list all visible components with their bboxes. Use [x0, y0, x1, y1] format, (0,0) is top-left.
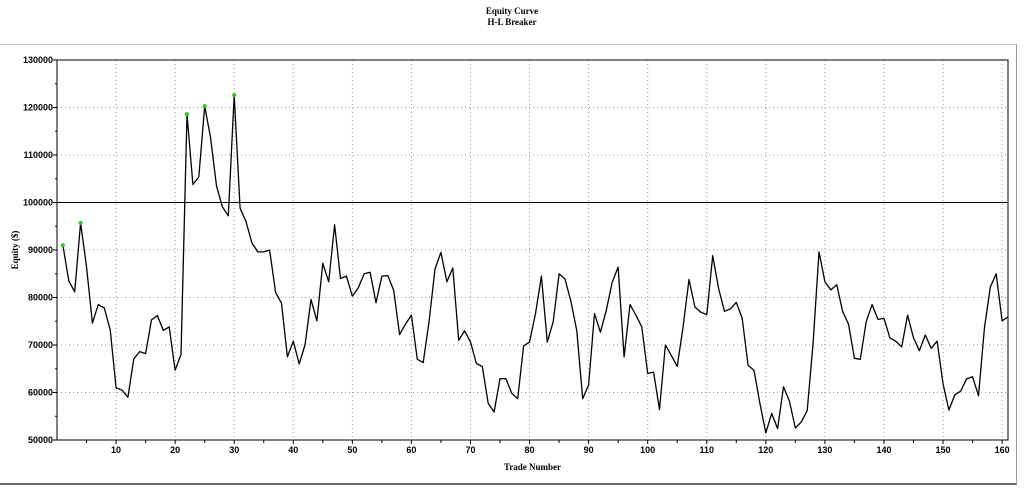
series-line-layer — [62, 94, 1009, 434]
new-high-marker — [60, 243, 65, 248]
chart-frame — [0, 44, 1017, 485]
x-tick-label: 10 — [111, 445, 121, 455]
chart-title: Equity Curve — [485, 6, 539, 16]
y-axis-label: Equity ($) — [10, 231, 20, 270]
x-tick-label: 50 — [347, 445, 357, 455]
x-tick-label: 100 — [640, 445, 655, 455]
y-tick-label: 80000 — [28, 293, 53, 303]
x-tick-label: 20 — [170, 445, 180, 455]
x-tick-label: 130 — [817, 445, 832, 455]
new-high-marker — [202, 104, 207, 109]
y-tick-label: 100000 — [23, 198, 53, 208]
x-tick-label: 30 — [229, 445, 239, 455]
chart-titles: Equity Curve H-L Breaker — [0, 6, 1024, 28]
x-tick-label: 90 — [584, 445, 594, 455]
chart-subtitle: H-L Breaker — [487, 17, 537, 27]
x-tick-label: 70 — [465, 445, 475, 455]
equity-series-line — [62, 94, 1009, 434]
y-tick-label: 70000 — [28, 340, 53, 350]
y-tick-label: 120000 — [23, 103, 53, 113]
axis-layer — [53, 59, 1009, 444]
marker-layer — [60, 93, 237, 248]
x-tick-label: 40 — [288, 445, 298, 455]
x-tick-label: 140 — [876, 445, 891, 455]
x-tick-label: 160 — [995, 445, 1010, 455]
y-tick-label: 130000 — [23, 55, 53, 65]
x-tick-label: 120 — [758, 445, 773, 455]
y-tick-label: 110000 — [23, 150, 53, 160]
x-tick-label: 150 — [936, 445, 951, 455]
y-tick-label: 50000 — [28, 435, 53, 445]
y-tick-label: 60000 — [28, 388, 53, 398]
tick-label-layer: 50000 60000 70000 80000 90000 100000 110000 120… — [23, 55, 1010, 455]
new-high-marker — [232, 93, 237, 98]
x-tick-label: 80 — [525, 445, 535, 455]
new-high-marker — [184, 112, 189, 117]
x-axis-label: Trade Number — [504, 462, 561, 472]
grid-layer — [57, 60, 1008, 440]
x-tick-label: 60 — [406, 445, 416, 455]
new-high-marker — [78, 220, 83, 225]
y-tick-label: 90000 — [28, 245, 53, 255]
x-tick-label: 110 — [699, 445, 714, 455]
